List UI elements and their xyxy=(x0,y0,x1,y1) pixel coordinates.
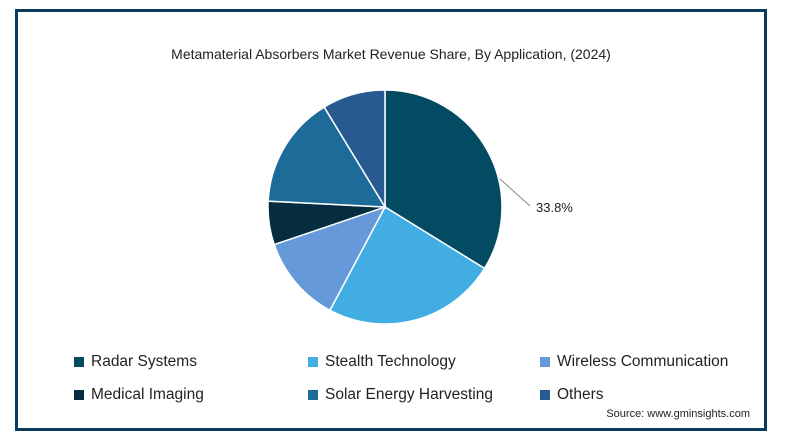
legend-swatch xyxy=(540,357,550,367)
legend-item-2: Wireless Communication xyxy=(540,353,728,371)
callout-leader-line xyxy=(499,178,531,207)
chart-title: Metamaterial Absorbers Market Revenue Sh… xyxy=(171,46,611,62)
legend-item-3: Medical Imaging xyxy=(74,386,204,404)
pie-slice-stealth-technology xyxy=(328,205,486,325)
legend-item-5: Others xyxy=(540,386,604,404)
legend-swatch xyxy=(308,390,318,400)
pie-slice-radar-systems xyxy=(384,89,503,270)
legend-swatch xyxy=(74,357,84,367)
pie-slice-others xyxy=(323,89,386,210)
pie-slice-solar-energy-harvesting xyxy=(267,106,387,208)
legend-label: Solar Energy Harvesting xyxy=(325,386,493,403)
legend-swatch xyxy=(540,390,550,400)
legend-item-1: Stealth Technology xyxy=(308,353,456,371)
legend-item-4: Solar Energy Harvesting xyxy=(308,386,493,404)
legend-label: Radar Systems xyxy=(91,353,197,370)
chart-frame: Metamaterial Absorbers Market Revenue Sh… xyxy=(15,9,767,431)
source-note: Source: www.gminsights.com xyxy=(606,408,750,420)
pie-chart xyxy=(267,89,531,325)
legend-label: Others xyxy=(557,386,604,403)
legend-label: Medical Imaging xyxy=(91,386,204,403)
legend-label: Wireless Communication xyxy=(557,353,729,370)
legend-swatch xyxy=(308,357,318,367)
legend-swatch xyxy=(74,390,84,400)
pie-slice-wireless-communication xyxy=(273,205,387,312)
legend-item-0: Radar Systems xyxy=(74,353,197,371)
slice-label-radar-systems: 33.8% xyxy=(536,200,573,215)
legend-label: Stealth Technology xyxy=(325,353,456,370)
